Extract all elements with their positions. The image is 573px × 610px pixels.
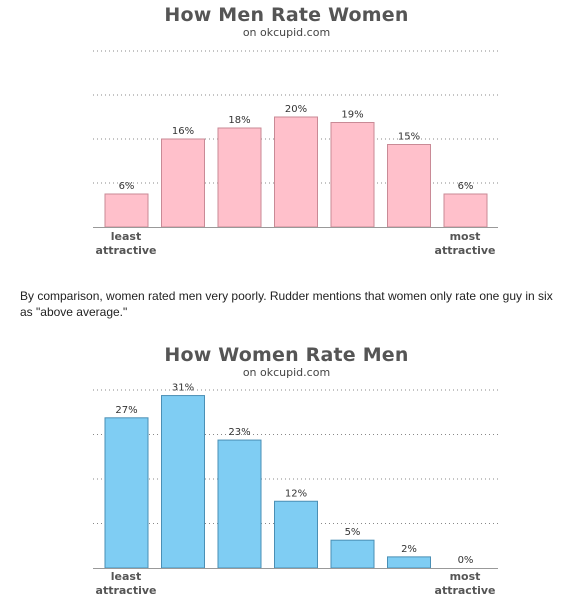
bar-chart-svg: 27% 31% 23% 12% 5% 2% 0% [93, 383, 498, 569]
data-label-4: 12% [285, 488, 307, 499]
data-label-2: 31% [172, 383, 194, 394]
bar-3 [217, 439, 262, 569]
bar-1 [104, 417, 149, 569]
bar-2 [161, 138, 205, 228]
bar-3 [217, 127, 262, 228]
bar-6 [387, 556, 431, 569]
data-label-1: 27% [115, 405, 137, 416]
chart-subtitle: on okcupid.com [242, 26, 331, 39]
most-attractive-label: most attractive [434, 570, 496, 597]
chart-subtitle: on okcupid.com [242, 366, 331, 379]
bar-4 [274, 500, 318, 569]
bar-5 [330, 539, 375, 569]
bar-6 [387, 144, 431, 228]
least-attractive-label: least attractive [95, 230, 157, 257]
chart-title: How Women Rate Men [164, 344, 409, 366]
data-label-7: 6% [458, 181, 474, 192]
bar-2 [161, 395, 205, 569]
data-label-6: 15% [398, 132, 420, 143]
bar-5 [330, 122, 375, 228]
data-label-1: 6% [119, 181, 135, 192]
data-label-6: 2% [401, 544, 417, 555]
bar-7 [443, 193, 488, 228]
data-label-5: 19% [341, 110, 363, 121]
bar-1 [104, 193, 149, 228]
data-label-5: 5% [345, 527, 361, 538]
data-label-7: 0% [458, 555, 474, 566]
data-label-3: 18% [228, 115, 250, 126]
chart-men-rate-women: How Men Rate Women on okcupid.com 6% 16% 1… [0, 0, 573, 265]
data-label-4: 20% [285, 104, 307, 115]
commentary-paragraph: By comparison, women rated men very poor… [20, 289, 553, 319]
bar-4 [274, 116, 318, 228]
data-label-3: 23% [228, 427, 250, 438]
most-attractive-label: most attractive [434, 230, 496, 257]
bar-chart-svg: 6% 16% 18% 20% 19% 15% 6% [93, 50, 498, 228]
chart-title: How Men Rate Women [164, 4, 409, 26]
least-attractive-label: least attractive [95, 570, 157, 597]
data-label-2: 16% [172, 126, 194, 137]
chart-women-rate-men: How Women Rate Men on okcupid.com 27% 31%… [0, 338, 573, 610]
